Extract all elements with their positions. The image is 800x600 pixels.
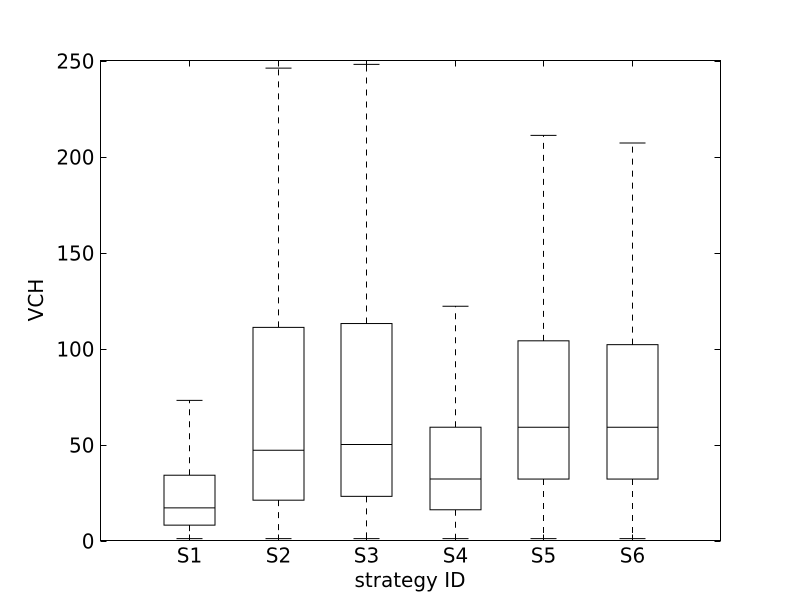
y-tick-label: 100 (56, 338, 94, 362)
x-axis: S1 S2 S3 S4 S5 S6 (177, 60, 645, 568)
y-tick-label: 150 (56, 242, 94, 266)
x-tick-label: S1 (177, 544, 202, 568)
iqr-box (340, 323, 393, 497)
x-tick-label: S3 (354, 544, 379, 568)
y-axis: 0 50 100 150 200 250 (56, 50, 721, 554)
plot-frame (100, 60, 721, 541)
iqr-box (517, 340, 570, 480)
y-tick-label: 50 (69, 434, 94, 458)
y-tick-label: 0 (82, 530, 95, 554)
y-tick-label: 200 (56, 146, 94, 170)
iqr-box (606, 344, 659, 480)
box-s2 (252, 67, 305, 540)
boxes-group (163, 63, 659, 540)
x-axis-label: strategy ID (354, 568, 465, 592)
box-s5 (517, 134, 570, 540)
x-tick-label: S5 (531, 544, 556, 568)
x-tick-label: S4 (443, 544, 468, 568)
iqr-box (429, 426, 482, 511)
x-tick-label: S2 (266, 544, 291, 568)
box-s4 (429, 305, 482, 540)
y-tick-label: 250 (56, 50, 94, 74)
iqr-box (252, 326, 305, 501)
box-s6 (606, 142, 659, 540)
box-s3 (340, 63, 393, 540)
box-s1 (163, 399, 216, 540)
iqr-box (163, 474, 216, 526)
y-axis-label: VCH (24, 279, 48, 322)
x-tick-label: S6 (620, 544, 645, 568)
